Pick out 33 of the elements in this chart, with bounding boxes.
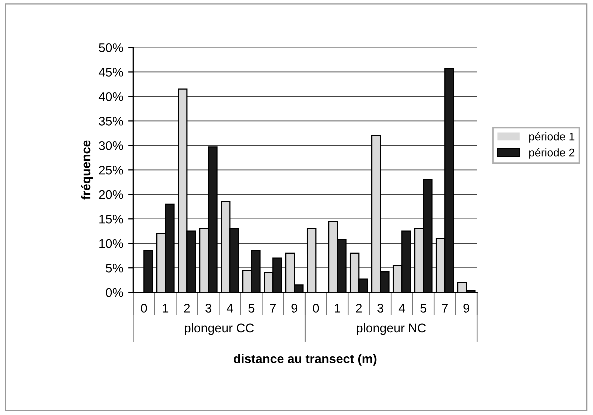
y-tick-label: 45% bbox=[98, 68, 124, 77]
text: plongeur CC bbox=[185, 323, 254, 336]
y-tick-label: 50% bbox=[99, 44, 124, 52]
y-tick-label: 40% bbox=[98, 92, 124, 102]
y-axis-title: fréquence bbox=[81, 140, 94, 200]
x-axis-title: distance au transect (m) bbox=[234, 354, 377, 366]
y-tick-label: 25% bbox=[99, 166, 124, 175]
text: plongeur NC bbox=[357, 323, 426, 336]
legend-label: période 2 bbox=[530, 148, 575, 159]
x-tick-label: 1 bbox=[163, 304, 169, 313]
y-tick-label: 20% bbox=[99, 190, 124, 200]
y-tick-label: 30% bbox=[99, 141, 124, 150]
x-tick-label: 0 bbox=[141, 304, 148, 313]
y-tick-label: 5% bbox=[106, 264, 124, 273]
x-tick-label: 9 bbox=[464, 304, 470, 313]
x-tick-label: 7 bbox=[270, 304, 276, 313]
x-tick-label: 9 bbox=[292, 304, 298, 313]
x-tick-label: 2 bbox=[184, 304, 190, 313]
x-tick-label: 5 bbox=[248, 304, 255, 313]
y-tick-label: 35% bbox=[99, 116, 124, 126]
y-tick-label: 10% bbox=[100, 239, 124, 248]
x-tick-label: 7 bbox=[442, 304, 448, 313]
x-tick-label: 3 bbox=[206, 304, 212, 313]
legend-label: période 1 bbox=[530, 132, 575, 143]
x-tick-label: 3 bbox=[378, 304, 384, 313]
y-tick-label: 15% bbox=[100, 214, 124, 224]
x-tick-label: 2 bbox=[356, 304, 362, 313]
x-tick-label: 4 bbox=[398, 304, 406, 313]
x-tick-label: 5 bbox=[420, 304, 427, 313]
y-tick-label: 0% bbox=[106, 288, 124, 298]
x-tick-label: 0 bbox=[313, 304, 320, 313]
x-tick-label: 4 bbox=[226, 304, 234, 313]
x-tick-label: 1 bbox=[335, 304, 341, 313]
